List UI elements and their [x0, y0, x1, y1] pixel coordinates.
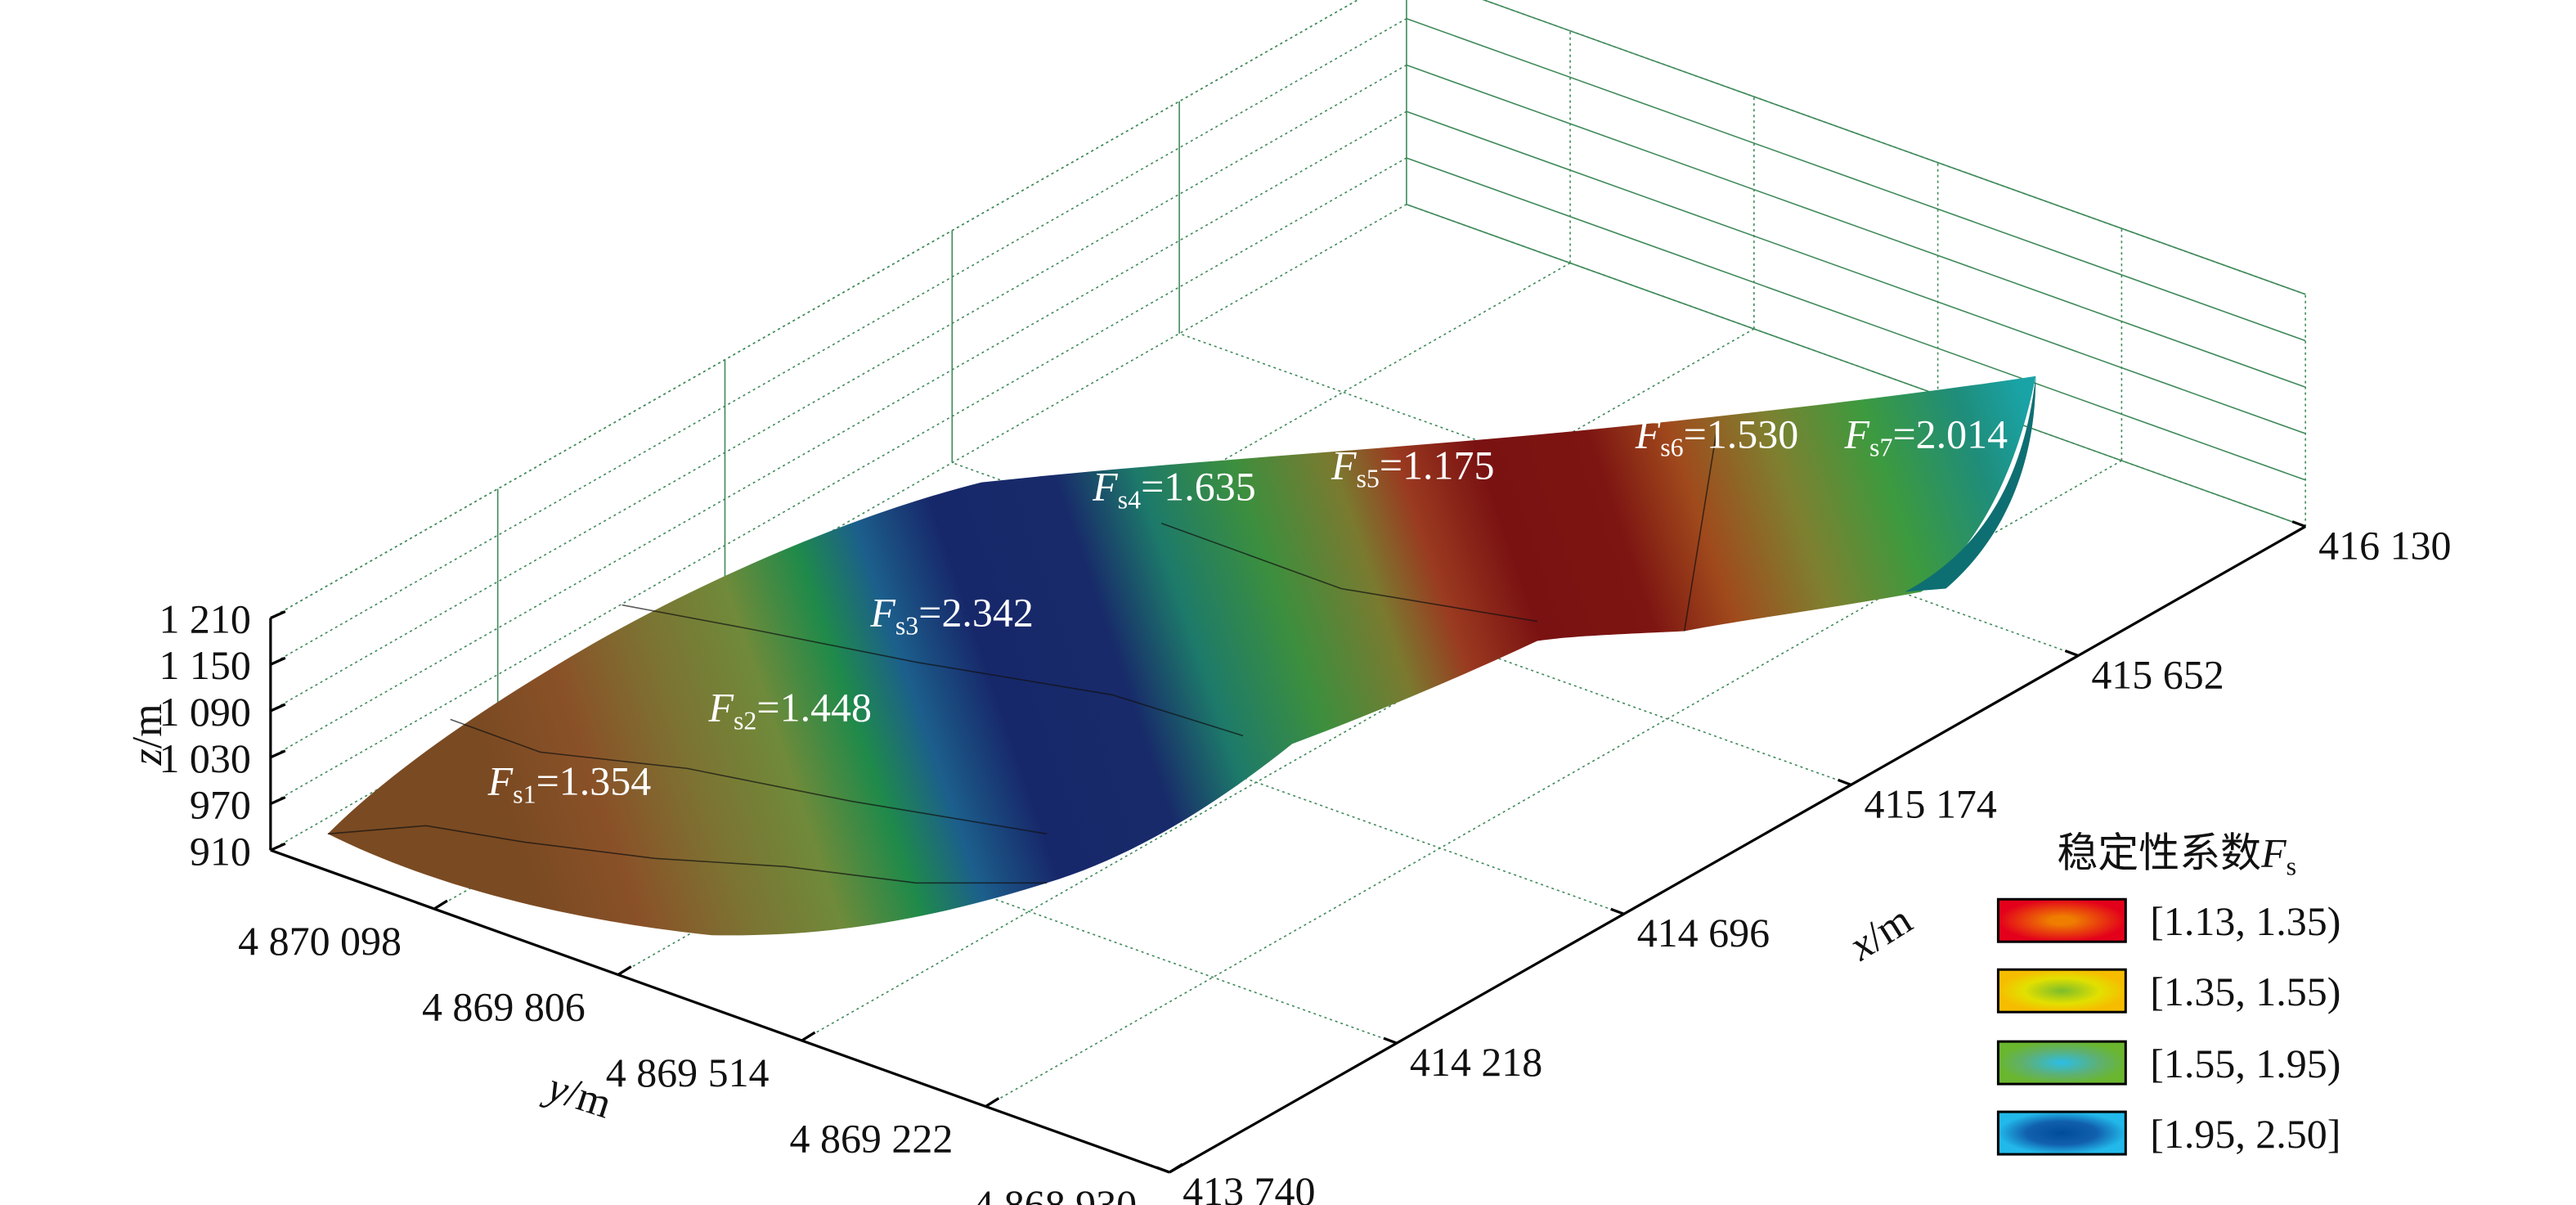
back-wall-grid-line-z [270, 157, 1407, 805]
y-tick-label: 4 869 806 [422, 983, 586, 1029]
z-tick [270, 842, 286, 852]
fs-annotation-4: Fs4=1.635 [1092, 464, 1256, 515]
x-tick [1610, 907, 1625, 915]
z-tick [270, 796, 286, 805]
y-tick-label: 4 869 514 [606, 1050, 770, 1095]
z-tick-label: 1 030 [159, 735, 250, 781]
right-wall-grid-line-z [1406, 157, 2306, 481]
right-wall-grid-line-z [1406, 204, 2306, 528]
x-tick [2291, 520, 2306, 528]
x-tick-label: 414 696 [1637, 910, 1770, 955]
surface-seam-lines [327, 428, 1718, 884]
legend-label: [1.13, 1.35) [2150, 898, 2340, 944]
slope-surface [327, 375, 2036, 936]
fs-annotation-1: Fs1=1.354 [487, 758, 652, 808]
y-tick [801, 1031, 816, 1042]
z-tick-label: 910 [190, 828, 251, 874]
legend-swatch [1996, 1110, 2127, 1156]
y-tick-label: 4 870 098 [238, 918, 402, 964]
right-wall-grid-line-z [1482, 0, 2306, 295]
fs-annotation-5: Fs5=1.175 [1331, 443, 1495, 493]
y-tick [1169, 1162, 1183, 1174]
surface-end-cap [1905, 375, 2036, 592]
legend-swatch [1996, 897, 2127, 943]
legend: 稳定性系数Fs [1.13, 1.35) [1.35, 1.55) [1.55, 1… [1996, 830, 2340, 1157]
y-axis-line [270, 848, 1170, 1174]
z-tick [270, 656, 286, 666]
back-wall-grid-line-z [270, 18, 1407, 665]
fs-annotation-2: Fs2=1.448 [707, 684, 872, 735]
z-axis-title: z/m [124, 704, 171, 766]
x-axis-line [1169, 525, 2306, 1174]
x-tick-label: 413 740 [1183, 1168, 1315, 1205]
x-tick [1156, 1166, 1170, 1174]
legend-label: [1.95, 2.50] [2150, 1111, 2340, 1157]
annotations: Fs1=1.354 Fs2=1.448 Fs3=2.342 Fs4=1.635 Fs5=… [487, 411, 2008, 809]
box-edge [1482, 0, 2306, 295]
z-tick-label: 1 090 [159, 689, 250, 735]
z-tick [270, 703, 286, 713]
floor-grid-line-x [1178, 332, 2079, 657]
right-wall-grid-line-z [1406, 110, 2306, 434]
surface-body [327, 375, 2036, 936]
x-tick-label: 415 652 [2091, 651, 2224, 697]
x-tick [2064, 649, 2079, 657]
right-wall-grid-line-z [1406, 64, 2306, 389]
fs-annotation-7: Fs7=2.014 [1844, 411, 2008, 462]
y-tick-label: 4 869 222 [790, 1115, 954, 1161]
fs-annotation-6: Fs6=1.530 [1635, 411, 1799, 462]
legend-label: [1.35, 1.55) [2150, 969, 2340, 1014]
back-wall-grid-line-z [270, 110, 1407, 758]
x-tick-label: 414 218 [1410, 1039, 1542, 1085]
y-tick [985, 1097, 1000, 1108]
x-tick [1837, 778, 1852, 786]
back-wall-grid-line-z [270, 64, 1407, 712]
z-tick [270, 749, 286, 759]
legend-swatch [1996, 1040, 2127, 1086]
legend-title: 稳定性系数Fs [2057, 830, 2296, 880]
z-tick-label: 970 [190, 782, 251, 828]
right-wall-grid-line-z [1406, 18, 2306, 342]
x-tick-label: 415 174 [1865, 780, 1997, 826]
y-tick-label: 4 868 930 [973, 1181, 1137, 1205]
legend-swatch [1996, 968, 2127, 1014]
z-tick [270, 610, 286, 619]
x-tick-label: 416 130 [2318, 523, 2451, 569]
y-tick [433, 899, 448, 910]
fs-annotation-3: Fs3=2.342 [869, 589, 1034, 640]
grid-lines [270, 0, 2306, 1173]
z-tick-label: 1 210 [159, 596, 250, 641]
z-tick-label: 1 150 [159, 642, 250, 688]
x-tick [1383, 1036, 1398, 1045]
x-axis-title: x/m [1841, 897, 1920, 970]
box-edge [270, 0, 1359, 619]
legend-label: [1.55, 1.95) [2150, 1041, 2340, 1086]
y-tick [617, 965, 632, 976]
